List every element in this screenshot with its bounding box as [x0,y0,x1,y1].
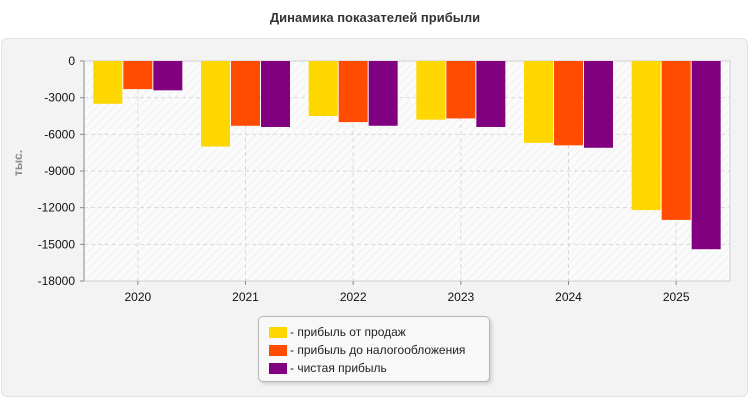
legend-swatch-sales [269,326,287,338]
bar [416,61,446,120]
bar [308,61,338,116]
grid-lines [80,60,730,285]
bar [661,61,691,220]
y-tick-label: 0 [68,54,75,68]
bar [368,61,398,126]
y-tick-label: -15000 [38,237,76,251]
bar [93,61,123,104]
y-tick-label: -18000 [38,274,76,288]
bar [338,61,368,123]
bar [584,61,613,148]
bar [446,61,476,119]
bar [123,61,153,90]
legend-item-pretax: - прибыль до налогообложения [269,341,489,359]
legend-item-sales: - прибыль от продаж [269,323,489,341]
y-axis-label: тыс. [11,150,25,176]
bars [93,61,721,250]
y-tick-label: -3000 [44,91,75,105]
bar [261,61,290,127]
bar [554,61,583,146]
legend-item-net: - чистая прибыль [269,359,489,377]
bar [201,61,230,147]
x-tick-label: 2025 [663,290,690,304]
legend-swatch-pretax [269,344,287,356]
bar [524,61,553,143]
legend: - прибыль от продаж - прибыль до налогоо… [258,316,490,382]
y-tick-labels: 0 -3000 -6000 -9000 -12000 -15000 -18000 [38,54,76,288]
bar [153,61,183,91]
y-tick-label: -12000 [38,201,76,215]
x-tick-label: 2022 [340,290,367,304]
y-tick-label: -9000 [44,164,75,178]
bar [691,61,721,250]
chart-title: Динамика показателей прибыли [269,10,481,25]
x-tick-label: 2023 [447,290,474,304]
x-tick-label: 2020 [124,290,151,304]
x-tick-label: 2024 [555,290,582,304]
legend-swatch-net [269,362,287,374]
legend-label-sales: - прибыль от продаж [290,325,406,339]
legend-label-pretax: - прибыль до налогообложения [290,343,466,357]
bar [231,61,260,126]
bar [631,61,661,211]
x-tick-labels: 2020 2021 2022 2023 2024 2025 [124,290,689,304]
y-tick-label: -6000 [44,127,75,141]
legend-label-net: - чистая прибыль [290,361,387,375]
bar [476,61,506,127]
x-tick-label: 2021 [232,290,259,304]
